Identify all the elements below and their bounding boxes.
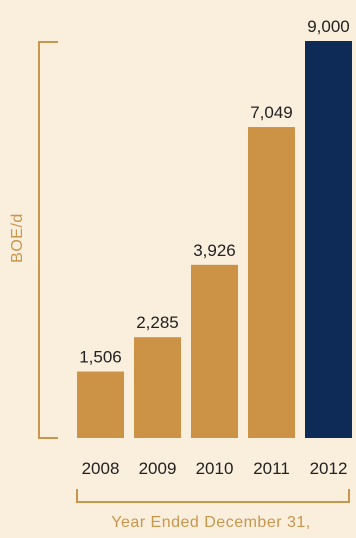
bar-2008 [77, 371, 124, 438]
y-axis-title: BOE/d [9, 213, 26, 263]
category-label-2008: 2008 [82, 459, 120, 478]
bar-2010 [191, 264, 238, 438]
value-label-2009: 2,285 [136, 313, 179, 332]
value-label-2011: 7,049 [250, 103, 293, 122]
y-bracket-line [38, 41, 58, 439]
x-axis-title: Year Ended December 31, [111, 514, 310, 531]
category-label-2010: 2010 [196, 459, 234, 478]
category-label-2011: 2011 [253, 459, 290, 478]
category-label-2009: 2009 [139, 459, 177, 478]
bar-2009 [134, 337, 181, 438]
value-label-2010: 3,926 [193, 241, 236, 260]
category-labels-group: 2008 2009 2010 2011 2012 [82, 459, 348, 478]
category-label-2012: 2012 [310, 459, 348, 478]
value-labels-group: 1,506 2,285 3,926 7,049 9,000 [79, 17, 350, 367]
y-axis-bracket [38, 41, 58, 439]
bars-group [77, 41, 352, 438]
value-label-2008: 1,506 [79, 348, 122, 367]
x-bracket-line [76, 489, 350, 503]
x-axis-bracket [76, 489, 350, 503]
bar-2012 [305, 41, 352, 438]
value-label-2012: 9,000 [307, 17, 350, 36]
bar-2011 [248, 127, 295, 438]
